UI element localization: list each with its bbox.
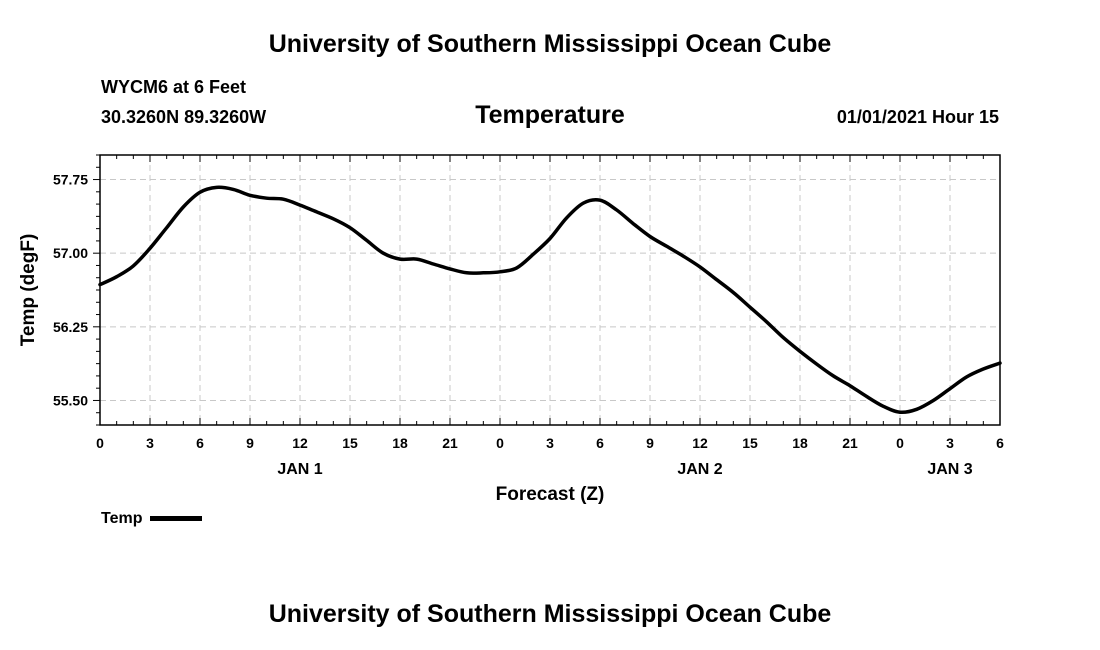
- x-tick-label: 6: [596, 435, 604, 451]
- y-tick-label: 57.75: [53, 172, 88, 188]
- y-axis-label: Temp (degF): [18, 234, 39, 347]
- series-line-temp: [98, 185, 1002, 415]
- x-tick-label: 3: [146, 435, 154, 451]
- x-tick-label: 21: [442, 435, 458, 451]
- x-tick-label: 3: [546, 435, 554, 451]
- y-tick-label: 57.00: [53, 245, 88, 261]
- forecast-datetime: 01/01/2021 Hour 15: [836, 107, 999, 127]
- station-coordinates: 30.3260N 89.3260W: [101, 107, 267, 127]
- day-label: JAN 3: [927, 461, 972, 478]
- x-tick-label: 3: [946, 435, 954, 451]
- day-label: JAN 1: [277, 461, 322, 478]
- x-tick-label: 9: [646, 435, 654, 451]
- x-tick-label: 0: [96, 435, 104, 451]
- x-tick-label: 12: [292, 435, 308, 451]
- x-tick-label: 0: [496, 435, 504, 451]
- y-tick-label: 56.25: [53, 319, 88, 335]
- chart-title: Temperature: [475, 101, 625, 129]
- x-tick-label: 9: [246, 435, 254, 451]
- legend-label: Temp: [101, 510, 143, 527]
- x-tick-label: 0: [896, 435, 904, 451]
- x-tick-label: 18: [392, 435, 408, 451]
- x-tick-label: 18: [792, 435, 808, 451]
- x-tick-label: 6: [196, 435, 204, 451]
- y-tick-label: 55.50: [53, 392, 88, 408]
- x-tick-label: 12: [692, 435, 708, 451]
- day-label: JAN 2: [677, 461, 722, 478]
- footer-title: University of Southern Mississippi Ocean…: [268, 600, 832, 628]
- x-tick-label: 15: [742, 435, 758, 451]
- legend-line-swatch: [150, 516, 203, 522]
- x-tick-label: 6: [996, 435, 1004, 451]
- x-tick-label: 21: [842, 435, 858, 451]
- legend: Temp: [101, 510, 203, 528]
- x-tick-label: 15: [342, 435, 358, 451]
- x-axis-label: Forecast (Z): [496, 484, 605, 505]
- page-title: University of Southern Mississippi Ocean…: [268, 30, 832, 58]
- station-name: WYCM6 at 6 Feet: [101, 77, 247, 97]
